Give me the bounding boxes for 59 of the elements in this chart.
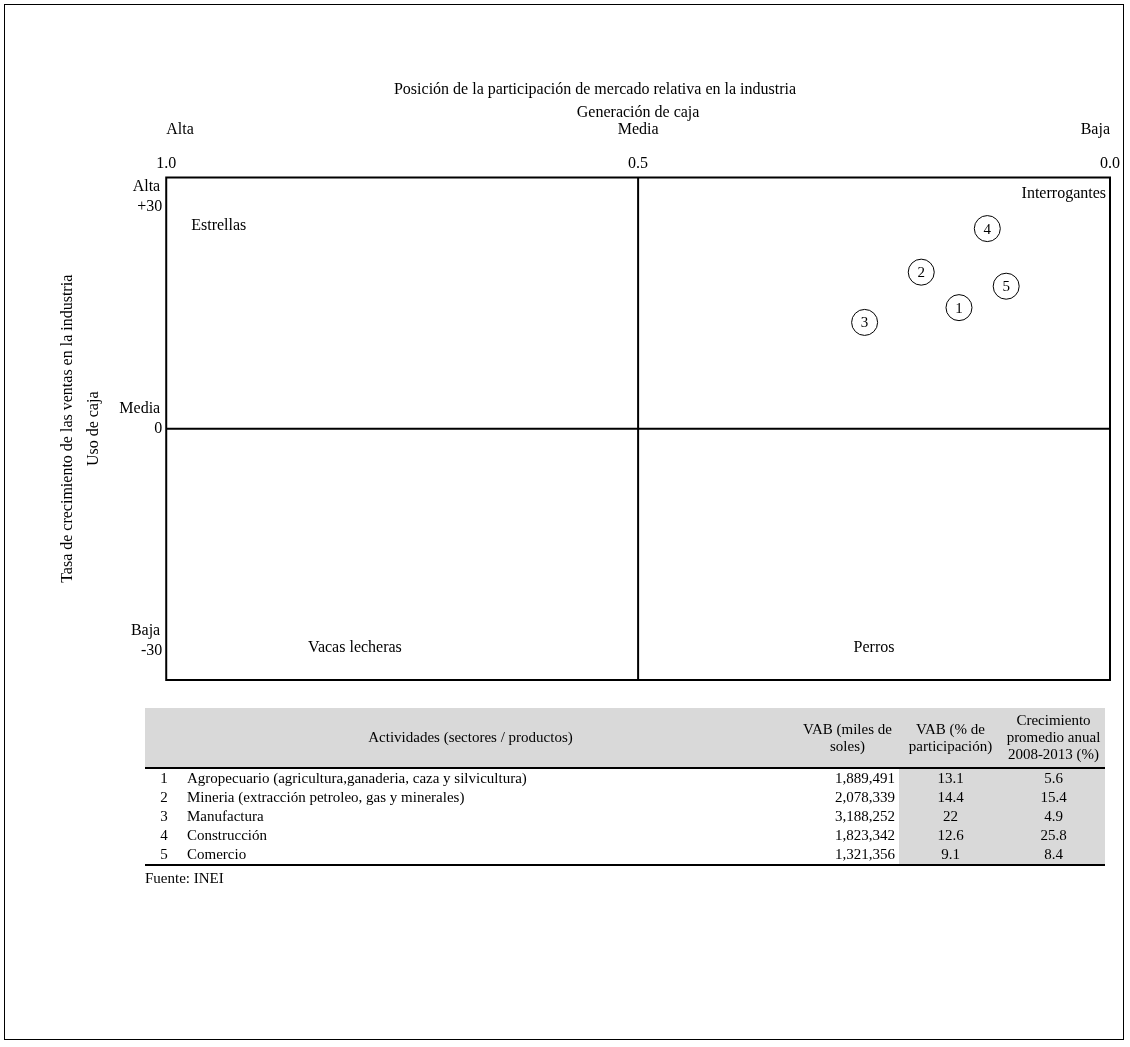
chart-title: Posición de la participación de mercado relativa en la industria	[393, 79, 797, 98]
x-axis-title: Generación de caja	[576, 103, 700, 121]
data-label: 3,188,252	[834, 807, 896, 826]
source-note: Fuente: INEI	[145, 870, 225, 887]
point	[907, 258, 935, 286]
data-label: 5	[145, 845, 183, 865]
text: Tasa de crecimiento de las ventas en la industria	[58, 274, 76, 583]
data-label: 1	[159, 769, 169, 788]
series-label: 5	[1002, 278, 1010, 295]
series-label: VAB (% de participación)	[899, 708, 1002, 768]
data-label: 22	[899, 807, 1002, 826]
y-tick-label: -30	[140, 640, 163, 658]
annotation: Interrogantes	[1021, 183, 1106, 202]
data-label: 15.4	[1002, 788, 1105, 807]
annotation: Estrellas	[191, 215, 247, 233]
data-label: 3	[159, 807, 169, 826]
series-label: Crecimiento promedio anual 2008-2013 (%)	[1002, 708, 1105, 768]
point	[945, 294, 973, 322]
series-label: 2	[917, 264, 925, 281]
text: Media	[119, 399, 161, 416]
data-label: 12.6	[899, 826, 1002, 845]
data-label: 1,321,356	[796, 845, 899, 865]
text: Alta	[166, 119, 194, 137]
x-tick-label: 0.0	[1100, 154, 1120, 172]
data-label: 4.9	[1002, 807, 1105, 826]
data-label: 14.4	[899, 788, 1002, 807]
category-label: Construcción	[186, 826, 268, 845]
y-tick-label: 0	[154, 419, 163, 436]
text: Baja	[130, 620, 161, 639]
annotation: Vacas lecheras	[308, 638, 402, 656]
data-label: 13.1	[899, 768, 1002, 788]
data-label: 4	[159, 826, 169, 845]
category-label: Mineria (extracción petroleo, gas y minerales)	[186, 788, 466, 807]
y-axis-title: Uso de caja	[83, 391, 102, 467]
y-tick-label: +30	[137, 197, 163, 215]
data-label: 2	[159, 788, 169, 807]
data-label: 1,823,342	[834, 826, 896, 845]
data-label: 5.6	[1002, 768, 1105, 788]
data-label: 8.4	[1002, 845, 1105, 865]
text: Alta	[132, 177, 161, 195]
category-label: Comercio	[183, 845, 796, 865]
series-label: 4	[983, 220, 992, 237]
series-label: 3	[860, 314, 869, 331]
text: Baja	[1080, 119, 1110, 138]
text: Media	[617, 119, 659, 137]
point	[851, 308, 879, 336]
data-label: 25.8	[1002, 826, 1105, 845]
annotation: Perros	[853, 638, 895, 656]
text: VAB (miles de soles)	[796, 708, 899, 768]
data-label: 1,889,491	[834, 769, 896, 788]
category-label: Agropecuario (agricultura,ganaderia, caza y silvicultura)	[186, 769, 528, 788]
x-tick-label: 0.5	[628, 154, 649, 172]
text: Actividades (sectores / productos)	[145, 708, 796, 768]
data-label: 2,078,339	[834, 788, 896, 807]
series-label: 1	[955, 299, 963, 316]
category-label: Manufactura	[186, 807, 265, 826]
data-label: 9.1	[899, 845, 1002, 865]
point	[992, 272, 1020, 300]
x-tick-label: 1.0	[156, 154, 177, 172]
